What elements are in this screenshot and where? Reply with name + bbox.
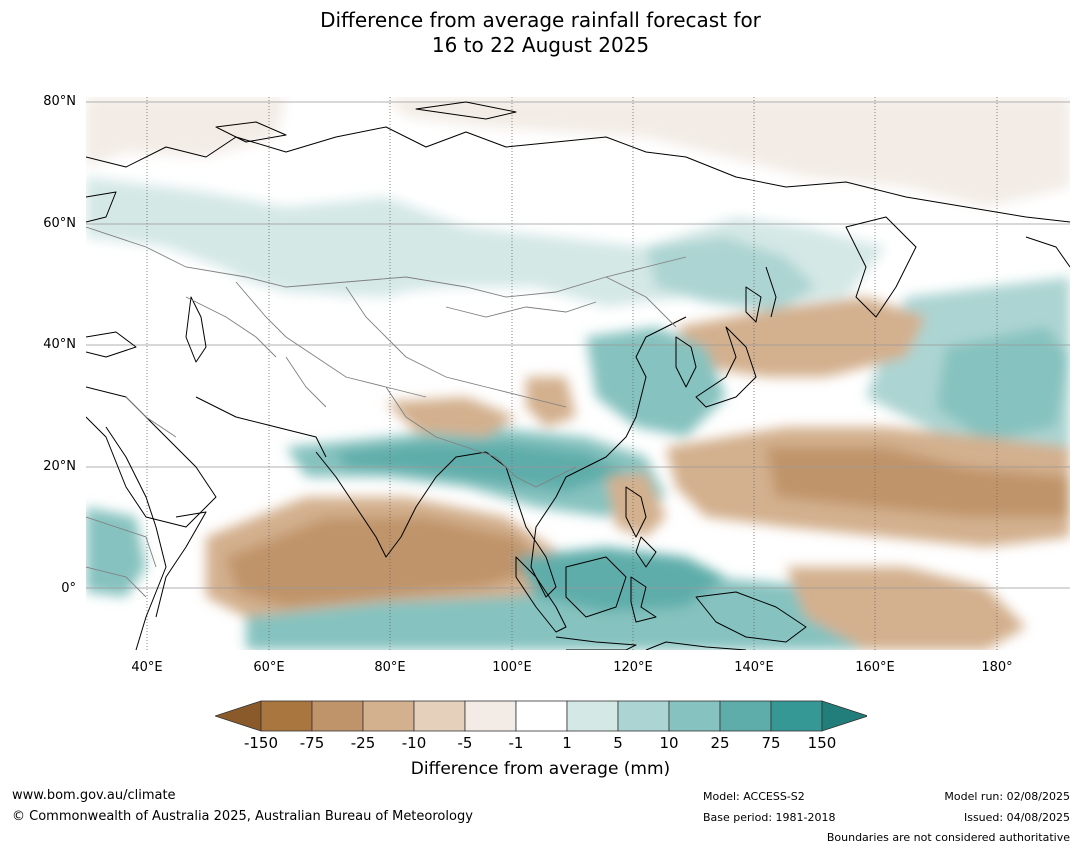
lon-label-100e: 100°E bbox=[492, 660, 532, 675]
colorbar-tick-label: 25 bbox=[710, 734, 730, 752]
model-run-date: Model run: 02/08/2025 bbox=[944, 790, 1070, 803]
colorbar-tick-label: 10 bbox=[659, 734, 679, 752]
colorbar-segments bbox=[215, 700, 867, 732]
colorbar-extend-high bbox=[821, 700, 867, 732]
colorbar-segment bbox=[515, 700, 568, 732]
country-borders bbox=[86, 226, 687, 598]
lon-label-60e: 60°E bbox=[253, 660, 285, 675]
base-period: Base period: 1981-2018 bbox=[703, 811, 836, 824]
colorbar-extend-low bbox=[215, 700, 262, 732]
latitude-lines bbox=[86, 101, 1070, 589]
anomaly-wet-central-asia bbox=[226, 247, 456, 297]
graticule bbox=[146, 97, 998, 650]
anomaly-wet-east-africa bbox=[86, 507, 146, 597]
boundaries-note: Boundaries are not considered authoritat… bbox=[826, 831, 1070, 844]
lat-label-60n: 60°N bbox=[43, 216, 76, 231]
anomaly-wet-north-pacific-core bbox=[936, 327, 1070, 442]
colorbar-segment bbox=[617, 700, 670, 732]
anomaly-wet-east-china bbox=[586, 327, 726, 437]
colorbar-segment bbox=[413, 700, 466, 732]
rainfall-anomaly-map bbox=[86, 97, 1070, 650]
title-line-1: Difference from average rainfall forecas… bbox=[320, 8, 761, 32]
anomaly-dry-philippines bbox=[606, 472, 666, 537]
issued-date: Issued: 04/08/2025 bbox=[963, 811, 1070, 824]
model-name: Model: ACCESS-S2 bbox=[703, 790, 805, 803]
lon-label-160e: 160°E bbox=[855, 660, 895, 675]
lon-label-120e: 120°E bbox=[613, 660, 653, 675]
colorbar-tick-label: -1 bbox=[508, 734, 524, 752]
anomaly-fields bbox=[86, 97, 1070, 650]
anomaly-dry-nw bbox=[86, 97, 286, 167]
colorbar bbox=[215, 700, 867, 732]
colorbar-segment bbox=[770, 700, 823, 732]
colorbar-segment bbox=[566, 700, 619, 732]
lat-label-40n: 40°N bbox=[43, 337, 76, 352]
anomaly-dry-arctic bbox=[386, 97, 1070, 207]
map-title: Difference from average rainfall forecas… bbox=[0, 8, 1081, 58]
anomaly-dry-china-interior bbox=[526, 377, 576, 427]
map-svg bbox=[86, 97, 1070, 650]
colorbar-tick-label: -10 bbox=[401, 734, 427, 752]
colorbar-segment bbox=[260, 700, 313, 732]
anomaly-wet-south-band bbox=[246, 577, 886, 650]
anomaly-wet-mongolia bbox=[646, 237, 816, 312]
copyright-text: © Commonwealth of Australia 2025, Austra… bbox=[12, 809, 473, 824]
lon-label-140e: 140°E bbox=[734, 660, 774, 675]
lon-label-80e: 80°E bbox=[374, 660, 406, 675]
colorbar-tick-label: 1 bbox=[562, 734, 572, 752]
colorbar-segment bbox=[464, 700, 517, 732]
colorbar-tick-label: 75 bbox=[761, 734, 781, 752]
colorbar-segment bbox=[719, 700, 772, 732]
anomaly-dry-japan-east bbox=[676, 297, 926, 377]
anomaly-dry-pacific-core bbox=[766, 447, 1070, 517]
colorbar-segment bbox=[362, 700, 415, 732]
coastlines bbox=[86, 101, 1070, 650]
colorbar-segment bbox=[668, 700, 721, 732]
colorbar-tick-label: 5 bbox=[613, 734, 623, 752]
colorbar-segment bbox=[311, 700, 364, 732]
lat-label-20n: 20°N bbox=[43, 459, 76, 474]
anomaly-dry-himalaya bbox=[386, 397, 516, 437]
lon-label-180: 180° bbox=[981, 660, 1013, 675]
lat-label-0: 0° bbox=[61, 581, 76, 596]
colorbar-tick-label: -150 bbox=[243, 734, 279, 752]
colorbar-tick-label: 150 bbox=[807, 734, 837, 752]
anomaly-wet-maritime bbox=[516, 547, 726, 612]
colorbar-tick-label: -75 bbox=[299, 734, 325, 752]
lon-label-40e: 40°E bbox=[131, 660, 163, 675]
colorbar-label: Difference from average (mm) bbox=[410, 759, 671, 779]
colorbar-tick-label: -25 bbox=[350, 734, 376, 752]
title-line-2: 16 to 22 August 2025 bbox=[431, 33, 650, 57]
lat-label-80n: 80°N bbox=[43, 94, 76, 109]
colorbar-tick-label: -5 bbox=[457, 734, 473, 752]
website-link[interactable]: www.bom.gov.au/climate bbox=[12, 788, 176, 803]
anomaly-dry-indian-ocean-core bbox=[226, 517, 546, 607]
